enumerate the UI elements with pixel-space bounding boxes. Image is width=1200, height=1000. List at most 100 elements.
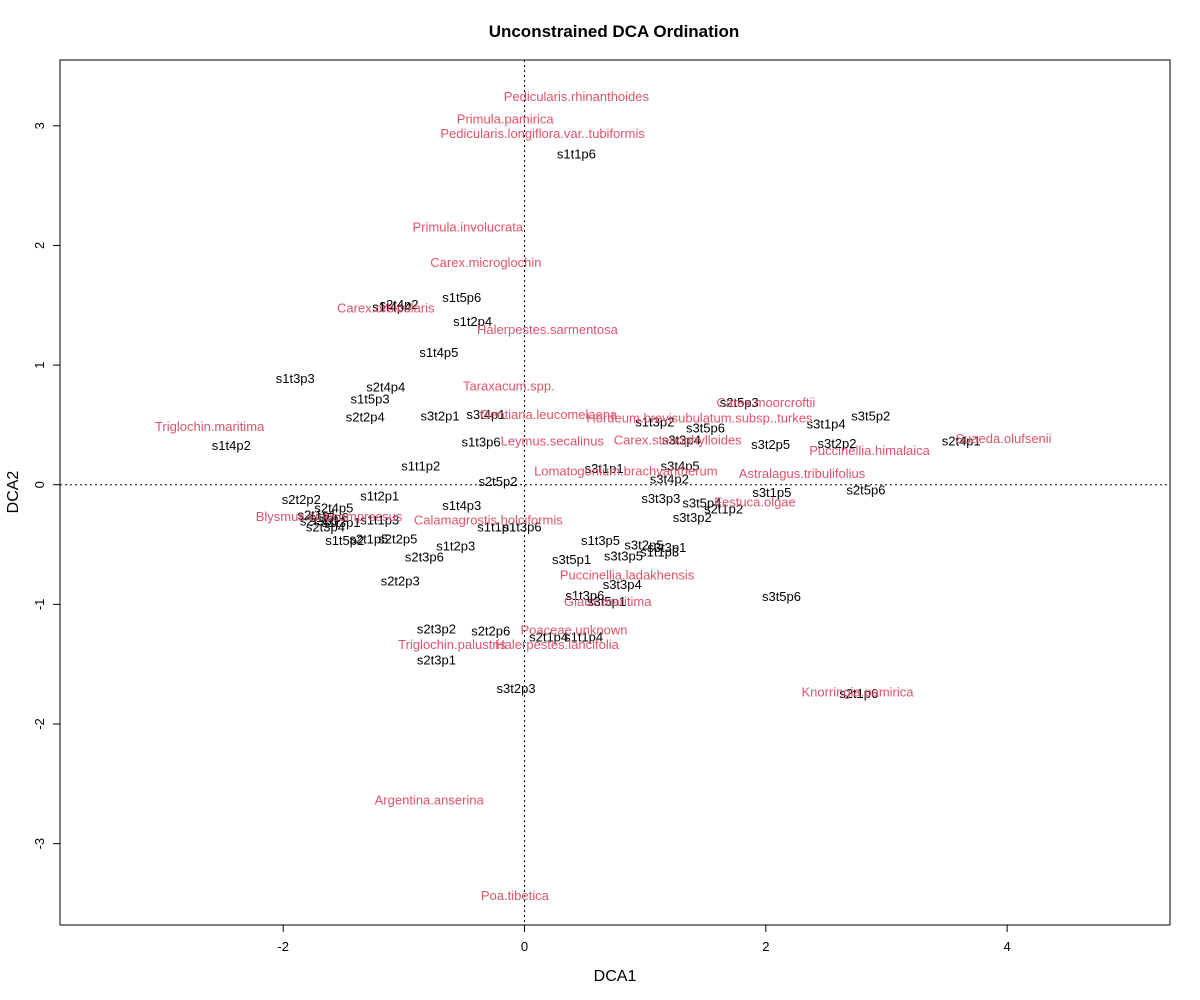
site-label: s1t1p3 xyxy=(640,545,679,560)
site-label: s1t1p3 xyxy=(360,512,399,527)
y-axis: -3 -2 -1 0 1 2 3 xyxy=(32,122,60,849)
species-label: Hordeum.brevisubulatum.subsp..turkes xyxy=(586,411,813,426)
species-label: Primula.pamirica xyxy=(457,112,555,127)
site-label: s2t2p2 xyxy=(282,492,321,507)
site-label: s1t3p3 xyxy=(276,371,315,386)
x-tick-label: 0 xyxy=(521,939,528,954)
x-tick-label: 2 xyxy=(762,939,769,954)
site-label: s3t2p1 xyxy=(421,408,460,423)
y-tick-label: 2 xyxy=(32,242,47,249)
species-label: Pedicularis.rhinanthoides xyxy=(504,89,650,104)
chart-title: Unconstrained DCA Ordination xyxy=(489,22,740,41)
site-label: s1t2p3 xyxy=(436,539,475,554)
site-label: s1t1p6 xyxy=(557,146,596,161)
site-label: s1t5p3 xyxy=(351,392,390,407)
site-label: s3t2p5 xyxy=(751,437,790,452)
site-label: s1t5p6 xyxy=(310,510,349,525)
site-label: s2t1p2 xyxy=(704,502,743,517)
site-label: s2t2p6 xyxy=(471,624,510,639)
site-label: s1t5p6 xyxy=(442,290,481,305)
y-tick-label: 0 xyxy=(32,481,47,488)
site-label: s3t1p5 xyxy=(752,485,791,500)
species-label: Festuca.olgae xyxy=(714,494,796,509)
site-label: s2t4p2 xyxy=(380,297,419,312)
site-label: s1t5p2 xyxy=(325,533,364,548)
site-label: s3t5p1 xyxy=(552,552,591,567)
site-label: s3t4p1 xyxy=(466,407,505,422)
site-label: s1t1p1 xyxy=(477,520,516,535)
site-label: s3t5p4 xyxy=(682,496,721,511)
site-label: s3t5p6 xyxy=(686,420,725,435)
site-label: s1t3p2 xyxy=(635,414,674,429)
species-label: Halerpestes.lancifolia xyxy=(495,637,619,652)
species-label: Glaux.maritima xyxy=(564,594,652,609)
site-label: s1t4p3 xyxy=(442,498,481,513)
site-label: s3t1p4 xyxy=(807,417,846,432)
plot-frame xyxy=(59,59,1171,926)
site-label: s3t4p2 xyxy=(650,472,689,487)
site-label: s1t1p4 xyxy=(564,630,603,645)
site-label: s2t4p4 xyxy=(366,380,405,395)
site-label: s1t4p5 xyxy=(419,345,458,360)
site-label: s2t5p6 xyxy=(846,483,885,498)
species-label: Calamagrostis.holciformis xyxy=(414,512,563,527)
site-label: s3t3p4 xyxy=(603,577,642,592)
site-label: s3t4p5 xyxy=(661,459,700,474)
site-label: s2t3p4 xyxy=(306,520,345,535)
x-tick-label: -2 xyxy=(277,939,289,954)
site-label: s3t2p5 xyxy=(624,538,663,553)
site-label: s2t5p2 xyxy=(478,474,517,489)
site-label: s1t4p4 xyxy=(372,299,411,314)
site-label: s1t3p5 xyxy=(581,533,620,548)
species-label: Triglochin.maritima xyxy=(155,419,265,434)
site-label: s3t5p2 xyxy=(851,408,890,423)
site-label: s3t2p2 xyxy=(817,436,856,451)
x-tick-label: 4 xyxy=(1004,939,1011,954)
site-label: s3t3p3 xyxy=(641,491,680,506)
species-labels: Pedicularis.rhinanthoides Primula.pamiric… xyxy=(155,89,1052,903)
site-label: s2t2p4 xyxy=(346,410,385,425)
site-label: s2t5p3 xyxy=(720,395,759,410)
species-label: Puccinellia.himalaica xyxy=(809,443,930,458)
site-label: s1t2p4 xyxy=(453,314,492,329)
site-label: s1t1p2 xyxy=(401,459,440,474)
site-label: s3t3p4 xyxy=(662,432,701,447)
site-label: s3t1p1 xyxy=(585,461,624,476)
y-axis-label: DCA2 xyxy=(5,471,22,514)
site-label: s1t3p6 xyxy=(565,588,604,603)
site-label: s1t3p1 xyxy=(322,515,361,530)
site-label: s2t1p5 xyxy=(349,532,388,547)
site-label: s1t2p1 xyxy=(360,488,399,503)
site-label: s2t3p2 xyxy=(417,621,456,636)
y-tick-label: -1 xyxy=(32,599,47,611)
species-label: Poaceae.unknown xyxy=(520,622,627,637)
site-label: s3t3p1 xyxy=(647,540,686,555)
reference-lines xyxy=(60,60,1170,925)
site-label: s1t3p6 xyxy=(503,520,542,535)
species-label: Taraxacum.spp. xyxy=(463,378,555,393)
site-label: s3t5p6 xyxy=(762,589,801,604)
site-label: s2t1p6 xyxy=(839,686,878,701)
species-label: Carex.microglochin xyxy=(430,255,541,270)
site-label: s3t5p1 xyxy=(587,594,626,609)
site-label: s2t1p1 xyxy=(297,508,336,523)
species-label: Carex.moorcroftii xyxy=(716,395,815,410)
site-label: s2t3p6 xyxy=(405,550,444,565)
species-label: Astralagus.tribulifolius xyxy=(739,466,866,481)
species-label: Triglochin.palustris xyxy=(398,637,506,652)
species-label: Carex.orbicularis xyxy=(337,301,435,316)
species-label: Pedicularis.longiflora.var..tubiformis xyxy=(440,126,645,141)
site-label: s2t4p1 xyxy=(942,433,981,448)
site-label: s2t4p5 xyxy=(314,500,353,515)
species-label: Knorringia.pamirica xyxy=(802,685,915,700)
site-label: s3t3p2 xyxy=(673,510,712,525)
x-axis: -2 0 2 4 xyxy=(277,925,1011,954)
species-label: Carex.stenophylloides xyxy=(614,432,742,447)
y-tick-label: -2 xyxy=(32,718,47,730)
site-label: s2t3p3 xyxy=(300,514,339,529)
species-label: Gentiana.leucomelaena xyxy=(480,407,618,422)
species-label: Argentina.anserina xyxy=(375,792,485,807)
